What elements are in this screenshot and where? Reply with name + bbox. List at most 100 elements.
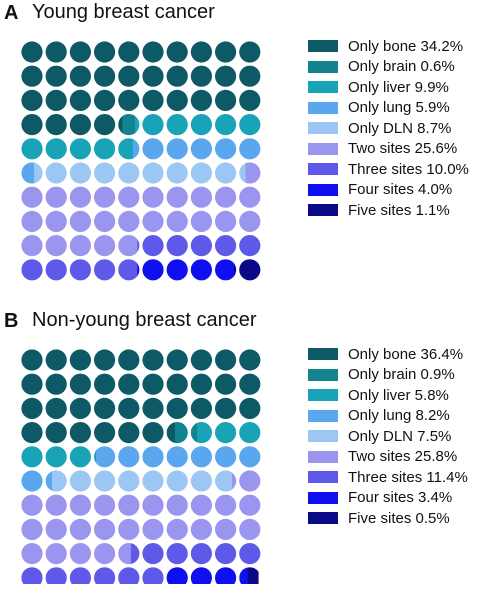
waffle-dot — [166, 422, 188, 444]
waffle-dot — [118, 65, 140, 87]
legend-label: Three sites 10.0% — [348, 160, 469, 178]
waffle-dot — [21, 138, 43, 160]
waffle-dot — [69, 162, 91, 184]
waffle-dot — [69, 446, 91, 468]
waffle-dot — [215, 373, 237, 395]
waffle-dot — [142, 518, 164, 540]
waffle-dot — [239, 470, 261, 492]
legend-item: Only brain 0.6% — [308, 57, 469, 78]
waffle-dot — [190, 494, 212, 516]
waffle-dot — [21, 114, 43, 136]
waffle-dot — [215, 65, 237, 87]
waffle-dot — [69, 373, 91, 395]
waffle-dot — [190, 567, 212, 584]
legend-swatch — [308, 101, 338, 114]
waffle-dot — [94, 373, 116, 395]
waffle-dot — [118, 397, 140, 419]
waffle-dot — [215, 259, 237, 281]
legend-item: Only lung 5.9% — [308, 98, 469, 119]
waffle-dot — [239, 259, 261, 281]
waffle-dot — [69, 422, 91, 444]
waffle-dot — [45, 259, 67, 281]
waffle-dot — [21, 470, 43, 492]
legend-item: Only bone 36.4% — [308, 344, 468, 365]
legend-item: Five sites 1.1% — [308, 200, 469, 221]
legend-label: Only bone 34.2% — [348, 37, 464, 55]
legend-label: Only DLN 7.5% — [348, 427, 452, 445]
panel-letter: B — [4, 310, 19, 332]
legend-label: Only lung 8.2% — [348, 407, 450, 425]
waffle-dot — [45, 138, 67, 160]
waffle-dot — [118, 114, 140, 136]
legend-item: Four sites 4.0% — [308, 180, 469, 201]
waffle-dot — [21, 543, 43, 565]
waffle-dot — [94, 210, 116, 232]
waffle-dot — [215, 186, 237, 208]
legend-item: Three sites 11.4% — [308, 467, 468, 488]
waffle-dot — [45, 114, 67, 136]
waffle-dot — [166, 162, 188, 184]
legend-label: Only brain 0.9% — [348, 366, 455, 384]
waffle-dot — [166, 89, 188, 111]
waffle-dot — [94, 65, 116, 87]
waffle-dot — [142, 259, 164, 281]
waffle-dot — [142, 567, 164, 584]
waffle-dot — [21, 210, 43, 232]
waffle-dot — [190, 349, 212, 371]
waffle-dot — [69, 349, 91, 371]
waffle-dot — [21, 349, 43, 371]
waffle-dot — [166, 138, 188, 160]
waffle-dot — [94, 162, 116, 184]
legend-swatch — [308, 183, 338, 196]
waffle-dot — [166, 349, 188, 371]
waffle-dot — [94, 186, 116, 208]
waffle-dot — [69, 89, 91, 111]
waffle-dot — [190, 186, 212, 208]
waffle-dot — [118, 349, 140, 371]
waffle-dot — [69, 494, 91, 516]
waffle-dot — [118, 494, 140, 516]
waffle-dot — [166, 114, 188, 136]
waffle-dot — [118, 470, 140, 492]
legend-item: Two sites 25.8% — [308, 447, 468, 468]
waffle-dot — [239, 446, 261, 468]
waffle-dot — [166, 518, 188, 540]
waffle-dot — [21, 567, 43, 584]
waffle-dot — [239, 186, 261, 208]
waffle-dot — [21, 446, 43, 468]
waffle-dot — [94, 89, 116, 111]
waffle-dot — [215, 89, 237, 111]
waffle-dot — [215, 235, 237, 257]
waffle-dot — [142, 543, 164, 565]
waffle-dot — [94, 494, 116, 516]
waffle-dot — [215, 397, 237, 419]
waffle-dot — [118, 186, 140, 208]
waffle-dot — [21, 41, 43, 63]
waffle-dot — [166, 210, 188, 232]
waffle-dot — [21, 422, 43, 444]
waffle-dot — [45, 235, 67, 257]
legend-swatch — [308, 204, 338, 217]
legend: Only bone 36.4% Only brain 0.9% Only liver… — [308, 344, 468, 529]
waffle-dot — [21, 89, 43, 111]
legend-label: Three sites 11.4% — [348, 468, 468, 486]
waffle-dot — [45, 186, 67, 208]
legend-label: Only brain 0.6% — [348, 58, 455, 76]
legend-item: Only DLN 8.7% — [308, 118, 469, 139]
legend-label: Two sites 25.6% — [348, 140, 458, 158]
legend-label: Two sites 25.8% — [348, 448, 458, 466]
waffle-dot — [69, 518, 91, 540]
waffle-dot — [215, 114, 237, 136]
waffle-dot — [190, 235, 212, 257]
waffle-dot — [215, 567, 237, 584]
waffle-dot — [166, 397, 188, 419]
waffle-dot — [239, 235, 261, 257]
legend-label: Only liver 5.8% — [348, 386, 449, 404]
waffle-dot — [190, 470, 212, 492]
waffle-chart — [21, 41, 261, 281]
legend-swatch — [308, 81, 338, 94]
waffle-dot — [118, 422, 140, 444]
waffle-dot — [94, 41, 116, 63]
waffle-dot — [94, 518, 116, 540]
waffle-dot — [69, 235, 91, 257]
